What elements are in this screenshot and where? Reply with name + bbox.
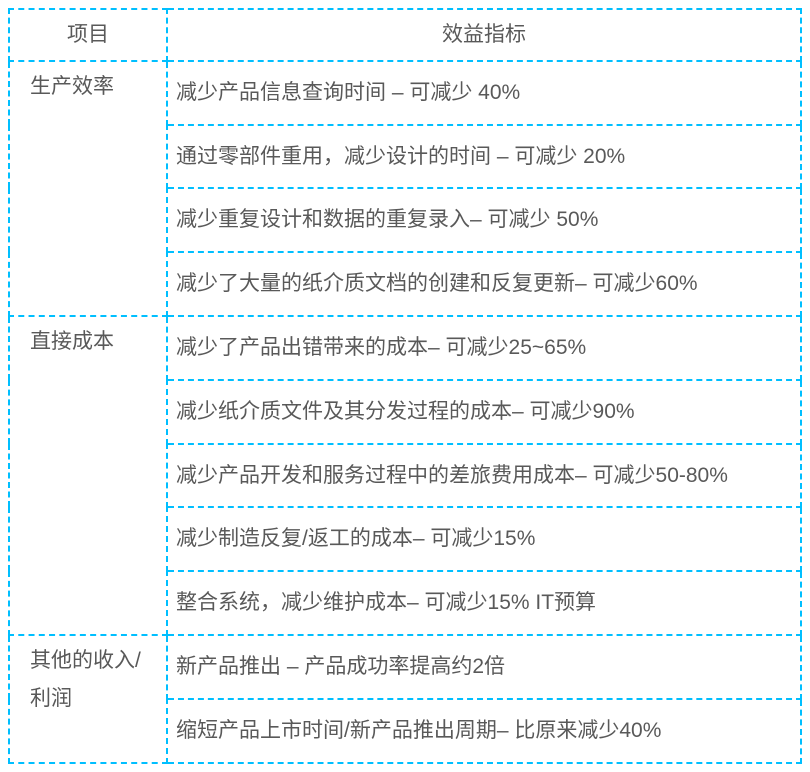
- benefits-table-container: 项目 效益指标 生产效率 减少产品信息查询时间 – 可减少 40% 通过零部件重…: [8, 8, 802, 764]
- metric-cell: 减少了大量的纸介质文档的创建和反复更新– 可减少60%: [167, 252, 801, 316]
- table-row: 其他的收入/利润 新产品推出 – 产品成功率提高约2倍: [9, 635, 801, 699]
- table-header-row: 项目 效益指标: [9, 9, 801, 61]
- category-cell-1: 直接成本: [9, 316, 167, 635]
- metric-cell: 减少产品信息查询时间 – 可减少 40%: [167, 61, 801, 125]
- metric-cell: 减少纸介质文件及其分发过程的成本– 可减少90%: [167, 380, 801, 444]
- metric-cell: 减少产品开发和服务过程中的差旅费用成本– 可减少50-80%: [167, 444, 801, 508]
- table-row: 直接成本 减少了产品出错带来的成本– 可减少25~65%: [9, 316, 801, 380]
- metric-cell: 通过零部件重用，减少设计的时间 – 可减少 20%: [167, 125, 801, 189]
- metric-cell: 整合系统，减少维护成本– 可减少15% IT预算: [167, 571, 801, 635]
- col-header-category: 项目: [9, 9, 167, 61]
- metric-cell: 缩短产品上市时间/新产品推出周期– 比原来减少40%: [167, 699, 801, 763]
- category-cell-2: 其他的收入/利润: [9, 635, 167, 763]
- metric-cell: 减少了产品出错带来的成本– 可减少25~65%: [167, 316, 801, 380]
- metric-cell: 减少制造反复/返工的成本– 可减少15%: [167, 507, 801, 571]
- metric-cell: 新产品推出 – 产品成功率提高约2倍: [167, 635, 801, 699]
- benefits-table: 项目 效益指标 生产效率 减少产品信息查询时间 – 可减少 40% 通过零部件重…: [8, 8, 802, 764]
- category-cell-0: 生产效率: [9, 61, 167, 316]
- metric-cell: 减少重复设计和数据的重复录入– 可减少 50%: [167, 188, 801, 252]
- table-row: 生产效率 减少产品信息查询时间 – 可减少 40%: [9, 61, 801, 125]
- col-header-metric: 效益指标: [167, 9, 801, 61]
